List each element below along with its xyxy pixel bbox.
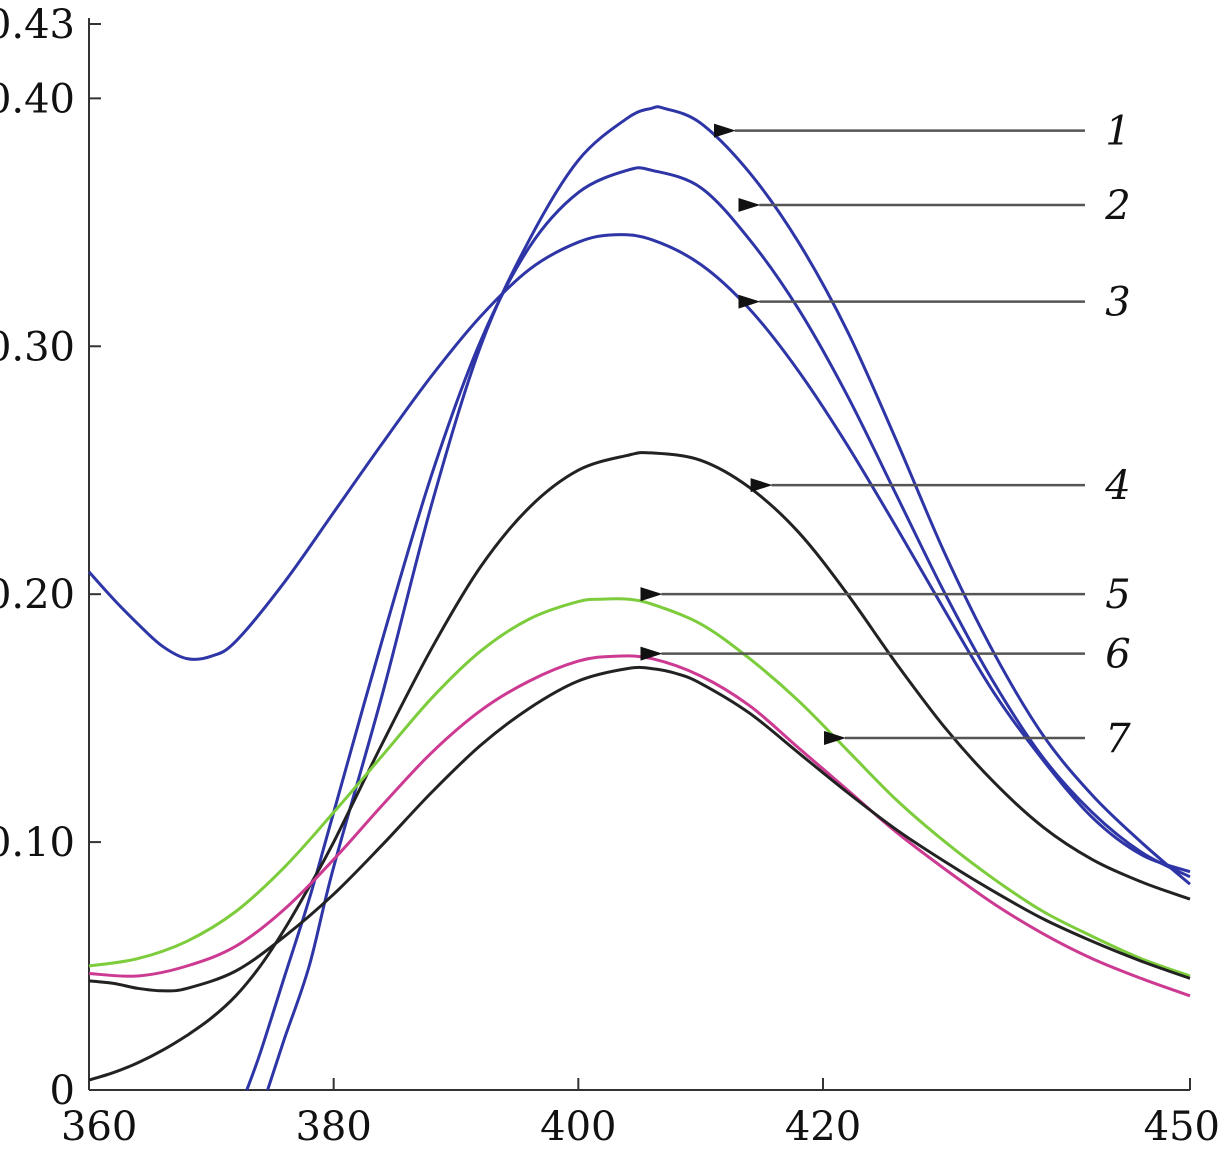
- curve-label-4: 4: [1104, 463, 1130, 509]
- y-tick-label: 0: [50, 1068, 75, 1114]
- x-tick-label: 380: [295, 1104, 371, 1150]
- series-line-1: [266, 105, 1191, 1091]
- curve-label-2: 2: [1104, 183, 1130, 229]
- x-tick-label: 360: [61, 1104, 137, 1150]
- curve-label-5: 5: [1105, 572, 1130, 618]
- y-tick-label: 0.10: [0, 820, 75, 866]
- x-tick-label: 400: [540, 1104, 616, 1150]
- curve-labels: 1 2 3 4 5 6 7: [640, 109, 1131, 762]
- series-line-3: [87, 233, 1191, 874]
- series-line-2: [245, 166, 1191, 1091]
- x-tick-label: 420: [785, 1104, 861, 1150]
- curve-label-7: 7: [1105, 716, 1131, 762]
- y-tick-label: 0.20: [0, 572, 75, 618]
- curve-label-6: 6: [1105, 632, 1130, 678]
- series-line-6: [88, 654, 1191, 998]
- curve-label-1: 1: [1105, 109, 1130, 155]
- series-line-5: [88, 597, 1191, 978]
- y-tick-label: 0.40: [0, 76, 75, 122]
- y-tick-label: 0.30: [0, 324, 75, 370]
- series-line-7: [88, 665, 1191, 993]
- x-tick-label: 450: [1144, 1104, 1220, 1150]
- series-group: [87, 105, 1191, 1091]
- y-tick-label: 0.43: [0, 2, 75, 48]
- curve-label-3: 3: [1105, 280, 1130, 326]
- series-line-4: [88, 451, 1191, 1082]
